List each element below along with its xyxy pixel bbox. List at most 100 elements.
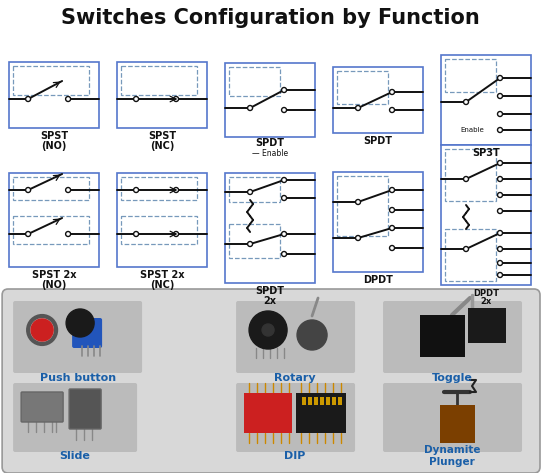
Bar xyxy=(440,405,475,443)
Text: DIP: DIP xyxy=(285,451,306,461)
Bar xyxy=(121,66,197,95)
Bar xyxy=(445,59,496,92)
Bar xyxy=(441,145,531,285)
Text: SPST 2x: SPST 2x xyxy=(140,270,184,280)
Circle shape xyxy=(281,252,287,256)
Circle shape xyxy=(134,187,138,193)
Circle shape xyxy=(498,94,503,98)
Bar xyxy=(338,397,342,405)
Circle shape xyxy=(390,226,394,230)
Circle shape xyxy=(174,187,179,193)
Circle shape xyxy=(25,231,31,236)
Text: SPDT: SPDT xyxy=(255,138,285,148)
FancyBboxPatch shape xyxy=(13,301,142,373)
Circle shape xyxy=(390,187,394,193)
Circle shape xyxy=(134,96,138,102)
Text: — Enable: — Enable xyxy=(252,149,288,158)
Bar xyxy=(326,397,330,405)
Circle shape xyxy=(390,107,394,113)
Circle shape xyxy=(355,105,360,111)
Text: SPST 2x: SPST 2x xyxy=(32,270,76,280)
Bar xyxy=(229,67,280,96)
Bar xyxy=(337,176,388,236)
Bar xyxy=(337,71,388,104)
Circle shape xyxy=(281,177,287,183)
Circle shape xyxy=(248,105,253,111)
Circle shape xyxy=(248,190,253,194)
Circle shape xyxy=(390,245,394,251)
Bar xyxy=(445,149,496,201)
Circle shape xyxy=(390,89,394,95)
Circle shape xyxy=(498,209,503,213)
Bar xyxy=(296,393,346,433)
Circle shape xyxy=(25,187,31,193)
Text: DPDT: DPDT xyxy=(363,275,393,285)
Text: (NO): (NO) xyxy=(42,141,67,151)
Circle shape xyxy=(498,261,503,265)
Bar xyxy=(13,216,89,244)
Text: Switches Configuration by Function: Switches Configuration by Function xyxy=(61,8,479,28)
Circle shape xyxy=(498,272,503,278)
FancyBboxPatch shape xyxy=(236,383,355,452)
Circle shape xyxy=(65,187,71,193)
Circle shape xyxy=(498,193,503,198)
Text: (NO): (NO) xyxy=(42,280,67,290)
FancyBboxPatch shape xyxy=(383,301,522,373)
Circle shape xyxy=(174,231,179,236)
Circle shape xyxy=(174,96,179,102)
Bar xyxy=(117,173,207,267)
Bar xyxy=(117,62,207,128)
Circle shape xyxy=(464,99,469,105)
Bar xyxy=(121,216,197,244)
Text: Push button: Push button xyxy=(40,373,116,383)
Text: DPDT: DPDT xyxy=(473,289,499,298)
Circle shape xyxy=(281,107,287,113)
Bar xyxy=(333,67,423,133)
Bar xyxy=(445,229,496,281)
Circle shape xyxy=(249,311,287,349)
Bar xyxy=(225,63,315,137)
Text: SP3T: SP3T xyxy=(472,148,500,158)
Bar xyxy=(121,177,197,200)
Text: SPST: SPST xyxy=(40,131,68,141)
Text: Dynamite
Plunger: Dynamite Plunger xyxy=(424,445,480,467)
FancyBboxPatch shape xyxy=(13,383,137,452)
Circle shape xyxy=(498,176,503,182)
Circle shape xyxy=(498,128,503,132)
Bar xyxy=(244,393,292,433)
Text: (NC): (NC) xyxy=(150,280,174,290)
Circle shape xyxy=(65,96,71,102)
Circle shape xyxy=(464,246,469,252)
Circle shape xyxy=(498,246,503,252)
Circle shape xyxy=(134,231,138,236)
Bar xyxy=(13,177,89,200)
Bar xyxy=(13,66,89,95)
Circle shape xyxy=(281,88,287,93)
Circle shape xyxy=(498,160,503,166)
Circle shape xyxy=(25,96,31,102)
Circle shape xyxy=(262,324,274,336)
FancyBboxPatch shape xyxy=(69,389,101,429)
Circle shape xyxy=(248,242,253,246)
Circle shape xyxy=(355,236,360,240)
Text: SPDT: SPDT xyxy=(364,136,393,146)
Text: Toggle: Toggle xyxy=(432,373,472,383)
Bar xyxy=(229,224,280,258)
Circle shape xyxy=(355,200,360,204)
FancyBboxPatch shape xyxy=(383,383,522,452)
Circle shape xyxy=(65,231,71,236)
Circle shape xyxy=(464,176,469,182)
FancyBboxPatch shape xyxy=(236,301,355,373)
Bar xyxy=(332,397,336,405)
Text: SPDT: SPDT xyxy=(255,286,285,296)
Bar xyxy=(441,55,531,145)
Bar xyxy=(314,397,318,405)
Bar xyxy=(420,315,465,357)
Bar xyxy=(9,62,99,128)
Circle shape xyxy=(31,319,53,341)
FancyBboxPatch shape xyxy=(21,392,63,422)
Circle shape xyxy=(281,231,287,236)
Bar xyxy=(302,397,306,405)
Text: 2x: 2x xyxy=(480,297,492,306)
Text: Rotary: Rotary xyxy=(274,373,316,383)
